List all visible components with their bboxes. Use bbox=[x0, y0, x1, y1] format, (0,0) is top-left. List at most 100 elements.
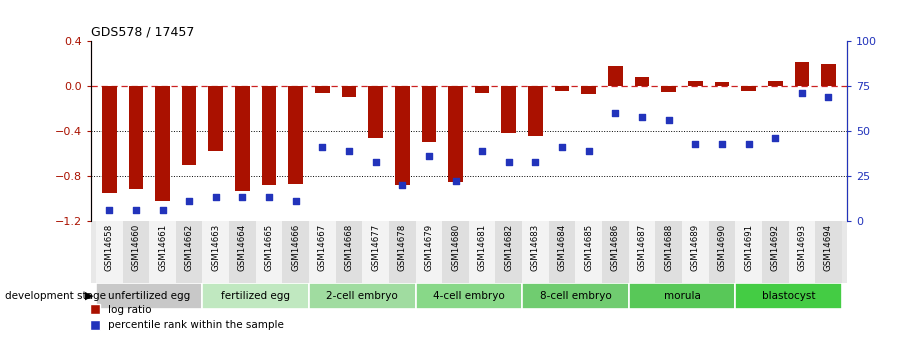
Point bbox=[208, 195, 223, 200]
Bar bbox=[655, 221, 682, 283]
Point bbox=[182, 198, 197, 204]
Text: 8-cell embryo: 8-cell embryo bbox=[540, 291, 612, 301]
Text: GSM14683: GSM14683 bbox=[531, 224, 540, 271]
Bar bbox=[762, 221, 788, 283]
Bar bbox=[342, 86, 356, 97]
Bar bbox=[768, 81, 783, 86]
Point bbox=[795, 91, 809, 96]
Text: GSM14693: GSM14693 bbox=[797, 224, 806, 271]
Bar bbox=[202, 221, 229, 283]
Point bbox=[369, 159, 383, 164]
Point bbox=[395, 182, 410, 188]
Point bbox=[554, 145, 569, 150]
Text: unfertilized egg: unfertilized egg bbox=[108, 291, 190, 301]
Point bbox=[741, 141, 756, 146]
Bar bbox=[475, 86, 489, 93]
Bar bbox=[129, 86, 143, 189]
Bar bbox=[255, 221, 283, 283]
Bar bbox=[208, 86, 223, 151]
Bar bbox=[155, 86, 169, 201]
Text: GSM14680: GSM14680 bbox=[451, 224, 460, 271]
Bar bbox=[448, 86, 463, 181]
Point bbox=[821, 94, 835, 100]
Text: GSM14667: GSM14667 bbox=[318, 224, 327, 271]
Text: 2-cell embryo: 2-cell embryo bbox=[326, 291, 398, 301]
Point bbox=[102, 207, 117, 213]
Text: 4-cell embryo: 4-cell embryo bbox=[433, 291, 505, 301]
Bar bbox=[149, 221, 176, 283]
Bar bbox=[369, 86, 383, 138]
Bar bbox=[395, 86, 410, 185]
Text: GSM14687: GSM14687 bbox=[638, 224, 647, 271]
Bar bbox=[635, 77, 650, 86]
Bar bbox=[469, 221, 496, 283]
Bar bbox=[182, 86, 197, 165]
Text: blastocyst: blastocyst bbox=[762, 291, 815, 301]
Bar bbox=[815, 221, 842, 283]
Text: GSM14690: GSM14690 bbox=[718, 224, 727, 271]
Bar bbox=[736, 283, 842, 309]
Point bbox=[421, 154, 436, 159]
Text: GSM14689: GSM14689 bbox=[690, 224, 699, 271]
Point bbox=[608, 110, 622, 116]
Text: GSM14681: GSM14681 bbox=[477, 224, 487, 271]
Point bbox=[582, 148, 596, 154]
Bar bbox=[522, 283, 629, 309]
Bar bbox=[122, 221, 149, 283]
Point bbox=[288, 198, 303, 204]
Point bbox=[155, 207, 169, 213]
Text: GSM14691: GSM14691 bbox=[744, 224, 753, 271]
Bar bbox=[236, 86, 250, 190]
Text: GSM14682: GSM14682 bbox=[505, 224, 514, 271]
Text: development stage: development stage bbox=[5, 291, 105, 301]
Text: GSM14666: GSM14666 bbox=[291, 224, 300, 271]
Bar bbox=[362, 221, 389, 283]
Text: ▶: ▶ bbox=[85, 291, 93, 301]
Point bbox=[315, 145, 330, 150]
Bar bbox=[736, 221, 762, 283]
Bar bbox=[708, 221, 736, 283]
Bar bbox=[629, 283, 736, 309]
Bar bbox=[788, 221, 815, 283]
Bar bbox=[421, 86, 436, 142]
Text: morula: morula bbox=[663, 291, 700, 301]
Text: GDS578 / 17457: GDS578 / 17457 bbox=[91, 26, 194, 39]
Bar bbox=[682, 221, 708, 283]
Text: GSM14686: GSM14686 bbox=[611, 224, 620, 271]
Bar bbox=[661, 86, 676, 92]
Point bbox=[475, 148, 489, 154]
Bar bbox=[549, 221, 575, 283]
Bar bbox=[715, 82, 729, 86]
Legend: log ratio, percentile rank within the sample: log ratio, percentile rank within the sa… bbox=[87, 301, 287, 335]
Bar bbox=[309, 221, 335, 283]
Text: GSM14677: GSM14677 bbox=[371, 224, 381, 271]
Text: GSM14694: GSM14694 bbox=[824, 224, 833, 271]
Bar bbox=[629, 221, 655, 283]
Bar bbox=[309, 283, 416, 309]
Bar bbox=[96, 221, 122, 283]
Bar bbox=[101, 86, 117, 193]
Bar bbox=[176, 221, 202, 283]
Point bbox=[236, 195, 250, 200]
Bar bbox=[96, 283, 202, 309]
Text: GSM14688: GSM14688 bbox=[664, 224, 673, 271]
Text: GSM14678: GSM14678 bbox=[398, 224, 407, 271]
Bar bbox=[416, 283, 522, 309]
Bar bbox=[522, 221, 549, 283]
Bar bbox=[795, 61, 809, 86]
Bar bbox=[554, 86, 569, 91]
Text: GSM14685: GSM14685 bbox=[584, 224, 593, 271]
Text: GSM14658: GSM14658 bbox=[105, 224, 114, 271]
Point bbox=[661, 118, 676, 123]
Bar bbox=[202, 283, 309, 309]
Text: GSM14665: GSM14665 bbox=[265, 224, 274, 271]
Point bbox=[635, 114, 650, 119]
Point bbox=[528, 159, 543, 164]
Bar bbox=[288, 86, 303, 184]
Bar bbox=[262, 86, 276, 185]
Bar bbox=[741, 86, 756, 91]
Point bbox=[448, 179, 463, 184]
Bar bbox=[496, 221, 522, 283]
Text: GSM14668: GSM14668 bbox=[344, 224, 353, 271]
Bar bbox=[442, 221, 469, 283]
